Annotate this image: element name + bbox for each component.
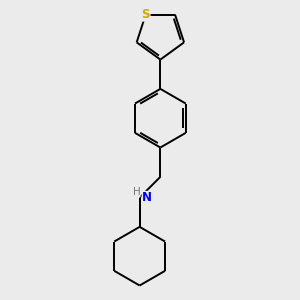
Text: S: S [142, 8, 150, 21]
Text: N: N [142, 191, 152, 204]
Text: H: H [133, 187, 140, 197]
